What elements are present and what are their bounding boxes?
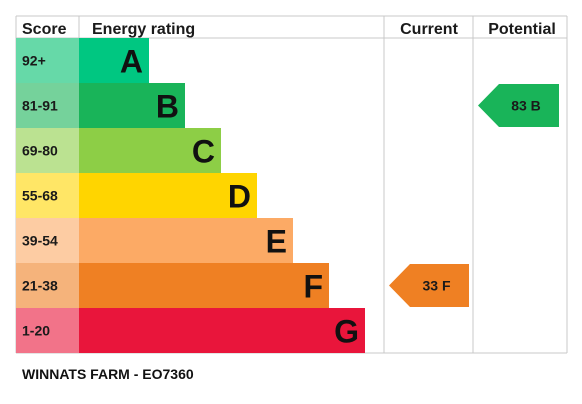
score-cell-a xyxy=(16,38,79,83)
score-label-g: 1-20 xyxy=(22,323,50,339)
score-cell-d xyxy=(16,173,79,218)
score-cell-b xyxy=(16,83,79,128)
potential-rating-label: 83 B xyxy=(511,98,541,114)
band-letter-g: G xyxy=(334,314,359,350)
rating-arrows: 33 F 83 B xyxy=(389,84,559,307)
potential-rating-arrow xyxy=(478,84,559,127)
band-letter-c: C xyxy=(192,134,215,170)
score-label-b: 81-91 xyxy=(22,98,58,114)
band-bar-g xyxy=(79,308,365,353)
band-bar-d xyxy=(79,173,257,218)
score-label-a: 92+ xyxy=(22,53,46,69)
band-letter-b: B xyxy=(156,89,179,125)
band-bar-c xyxy=(79,128,221,173)
band-bar-b xyxy=(79,83,185,128)
band-letter-d: D xyxy=(228,179,251,215)
current-rating-arrow xyxy=(389,264,469,307)
band-letter-f: F xyxy=(303,269,323,305)
score-cell-e xyxy=(16,218,79,263)
score-label-f: 21-38 xyxy=(22,278,58,294)
score-label-c: 69-80 xyxy=(22,143,58,159)
score-cell-g xyxy=(16,308,79,353)
band-letter-a: A xyxy=(120,44,143,80)
score-label-e: 39-54 xyxy=(22,233,58,249)
property-reference: WINNATS FARM - EO7360 xyxy=(22,366,194,382)
chart-header-row: Score Energy rating Current Potential xyxy=(22,21,556,38)
potential-header: Potential xyxy=(488,21,556,38)
current-header: Current xyxy=(400,21,458,38)
rating-bands: 92+ A 81-91 B 69-80 C 55-68 D 39-54 E 21-38 F 1-20 G xyxy=(16,38,365,353)
score-header: Score xyxy=(22,21,67,38)
band-bar-f xyxy=(79,263,329,308)
current-rating-label: 33 F xyxy=(422,278,450,294)
energy-rating-header: Energy rating xyxy=(92,21,195,38)
band-bar-e xyxy=(79,218,293,263)
score-cell-c xyxy=(16,128,79,173)
band-bar-a xyxy=(79,38,149,83)
score-label-d: 55-68 xyxy=(22,188,58,204)
score-cell-f xyxy=(16,263,79,308)
band-letter-e: E xyxy=(266,224,287,260)
